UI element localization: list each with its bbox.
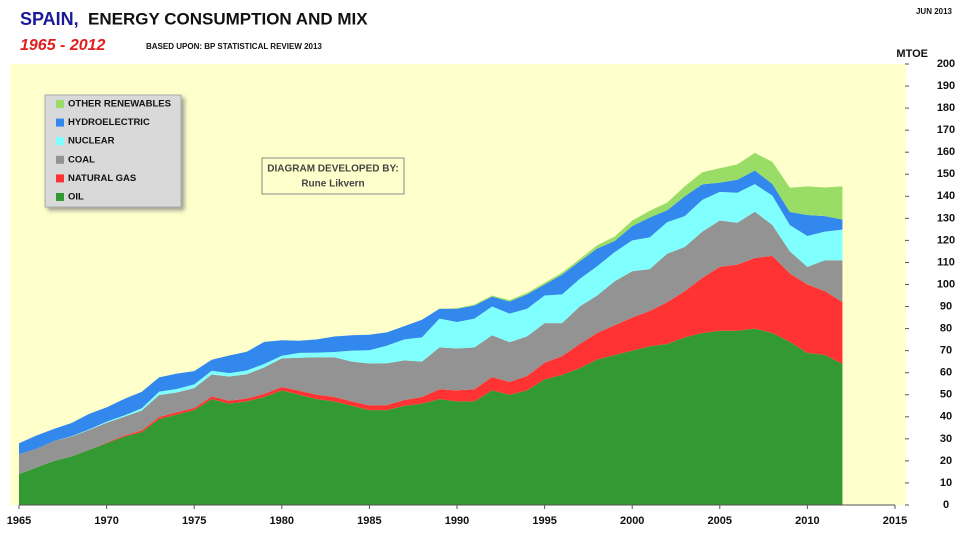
y-tick-label: 110	[937, 256, 955, 268]
y-tick-label: 200	[937, 58, 955, 70]
legend-swatch	[56, 193, 64, 201]
y-tick-label: 150	[937, 168, 955, 180]
y-tick-label: 130	[937, 212, 955, 224]
date: JUN 2013	[916, 7, 953, 16]
x-tick-label: 1980	[270, 515, 294, 527]
chart-title: ENERGY CONSUMPTION AND MIX	[88, 9, 368, 28]
y-tick-label: 10	[940, 477, 952, 489]
areas	[19, 152, 843, 505]
source: BASED UPON: BP STATISTICAL REVIEW 2013	[146, 42, 322, 51]
axes: 1965 1970 1975 1980 1985 1990 1995 2000 2005 2010…	[7, 58, 955, 527]
x-tick-label: 2005	[708, 515, 732, 527]
y-tick-label: 100	[937, 278, 955, 290]
legend-label: NUCLEAR	[68, 136, 115, 147]
legend-label: HYDROELECTRIC	[68, 117, 150, 128]
legend-swatch	[56, 118, 64, 127]
annotation: Rune Likvern	[301, 179, 364, 190]
y-tick-label: 90	[940, 300, 952, 312]
x-tick-label: 1975	[182, 515, 206, 527]
y-tick-label: 40	[940, 411, 952, 423]
area	[19, 184, 843, 455]
x-tick-label: 2010	[795, 515, 819, 527]
legend: OIL NATURAL GAS COAL NUCLEAR HYDROELECTRIC OT…	[56, 99, 171, 203]
y-axis-label: MTOE	[896, 48, 928, 60]
y-tick-label: 170	[937, 124, 955, 136]
legend-label: OIL	[68, 192, 84, 203]
x-tick-label: 1995	[532, 515, 556, 527]
subtitle: 1965 - 2012	[20, 37, 106, 54]
title-country: SPAIN,	[20, 9, 79, 29]
y-tick-label: 180	[937, 102, 955, 114]
x-tick-label: 2000	[620, 515, 644, 527]
y-tick-label: 20	[940, 455, 952, 467]
legend-label: COAL	[68, 154, 95, 165]
x-tick-label: 1965	[7, 515, 31, 527]
x-tick-label: 1990	[445, 515, 469, 527]
area	[19, 328, 843, 505]
x-tick-label: 2015	[883, 515, 907, 527]
legend-label: NATURAL GAS	[68, 173, 136, 184]
y-tick-label: 70	[940, 345, 952, 357]
y-tick-label: 60	[940, 367, 952, 379]
y-tick-label: 160	[937, 146, 955, 158]
y-tick-label: 0	[943, 499, 949, 511]
legend-swatch	[56, 155, 64, 164]
y-tick-label: 190	[937, 80, 955, 92]
legend-swatch	[56, 137, 64, 146]
legend-label: OTHER RENEWABLES	[68, 99, 171, 110]
y-tick-label: 30	[940, 433, 952, 445]
y-tick-label: 80	[940, 323, 952, 335]
legend-swatch	[56, 100, 64, 108]
area	[19, 211, 843, 475]
legend-box	[44, 94, 182, 208]
legend-swatch	[56, 174, 64, 183]
annotation: DIAGRAM DEVELOPED BY:	[267, 164, 399, 175]
y-tick-label: 50	[940, 389, 952, 401]
y-tick-label: 120	[937, 234, 955, 246]
annotation-box	[261, 157, 405, 195]
y-tick-label: 140	[937, 190, 955, 202]
area	[19, 255, 843, 475]
x-tick-label: 1985	[357, 515, 381, 527]
x-tick-label: 1970	[94, 515, 118, 527]
